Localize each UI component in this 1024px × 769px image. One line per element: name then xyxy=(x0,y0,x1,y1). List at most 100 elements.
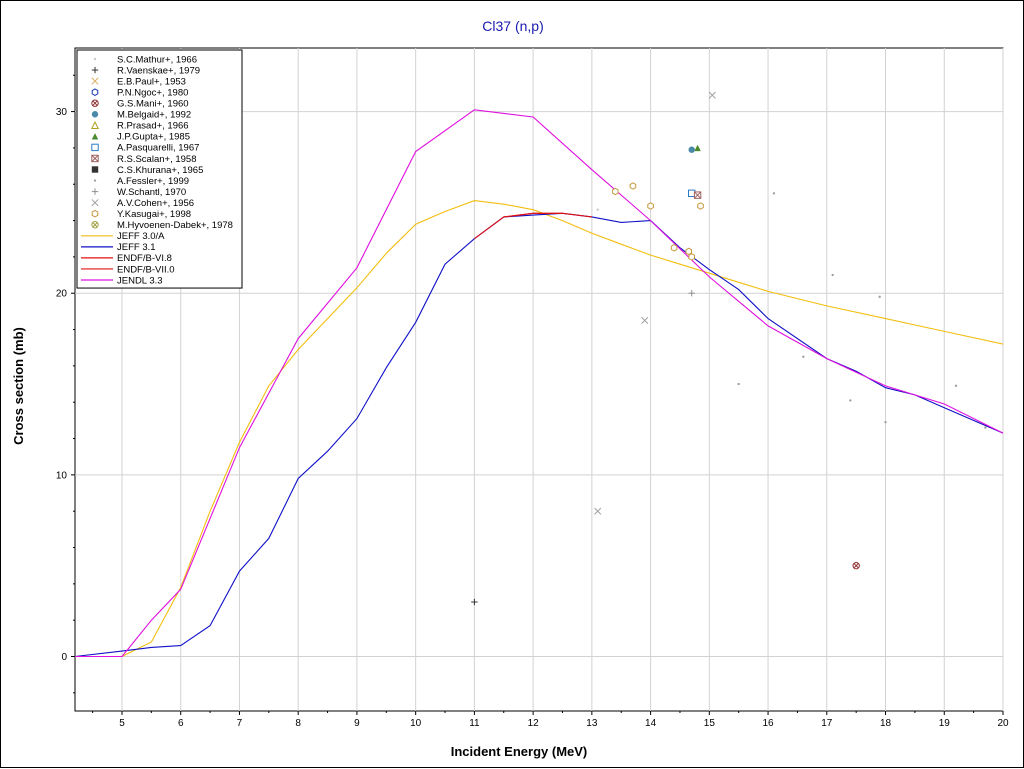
y-axis-label: Cross section (mb) xyxy=(11,327,26,445)
data-point xyxy=(629,182,637,190)
legend-marker xyxy=(91,133,99,140)
legend-label: J.P.Gupta+, 1985 xyxy=(117,132,190,143)
data-point xyxy=(596,208,599,211)
y-tick-label: 0 xyxy=(61,652,67,663)
legend-label: M.Belgaid+, 1992 xyxy=(117,110,191,121)
x-tick-label: 15 xyxy=(704,718,716,729)
x-tick-label: 16 xyxy=(763,718,775,729)
x-tick-label: 5 xyxy=(119,718,125,729)
legend-label: JENDL 3.3 xyxy=(117,275,163,286)
data-point-b xyxy=(708,91,716,99)
legend-label: P.N.Ngoc+, 1980 xyxy=(117,87,188,98)
legend-label: R.Vaenskae+, 1979 xyxy=(117,65,200,76)
y-tick-label: 20 xyxy=(56,289,68,300)
legend-label: G.S.Mani+, 1960 xyxy=(117,99,189,110)
legend-marker xyxy=(91,209,99,218)
x-tick-label: 8 xyxy=(295,718,301,729)
x-tick-label: 12 xyxy=(528,718,540,729)
x-tick-label: 20 xyxy=(997,718,1009,729)
y-tick-label: 10 xyxy=(56,470,68,481)
axis-ticks: 5 6 7 8 9 10 11 12 13 14 15 16 17 18 19 20 0 10 20 30 xyxy=(56,74,1009,729)
data-point xyxy=(688,253,695,261)
legend-label: A.Fessler+, 1999 xyxy=(117,176,189,187)
legend-label: R.S.Scalan+, 1958 xyxy=(117,154,196,165)
data-point xyxy=(641,316,649,325)
legend-marker xyxy=(93,179,97,182)
legend-marker xyxy=(91,99,99,107)
legend-label: M.Hyvoenen-Dabek+, 1978 xyxy=(117,220,233,231)
legend-marker-b xyxy=(91,199,99,207)
experimental-points xyxy=(471,91,987,606)
data-point xyxy=(594,507,602,515)
legend-label: E.B.Paul+, 1953 xyxy=(117,76,186,87)
data-point xyxy=(772,192,776,195)
data-point xyxy=(685,247,692,256)
data-point-b xyxy=(641,316,649,325)
data-point xyxy=(737,382,740,386)
data-point xyxy=(670,244,678,252)
x-tick-label: 11 xyxy=(469,718,480,729)
x-tick-label: 19 xyxy=(939,718,951,729)
legend-label: Y.Kasugai+, 1998 xyxy=(117,209,191,220)
legend-marker xyxy=(91,221,99,229)
legend-label: A.V.Cohen+, 1956 xyxy=(117,198,194,209)
legend-marker-b xyxy=(92,100,98,106)
legend-marker xyxy=(91,199,99,207)
legend-label: ENDF/B-VI.8 xyxy=(117,253,172,264)
legend-label: C.S.Khurana+, 1965 xyxy=(117,165,203,176)
legend-marker xyxy=(91,166,99,173)
legend-label: S.C.Mathur+, 1966 xyxy=(117,54,197,65)
data-point-b xyxy=(594,507,602,515)
data-point xyxy=(647,202,654,210)
legend-label: JEFF 3.0/A xyxy=(117,231,165,242)
data-point xyxy=(612,187,619,196)
data-point xyxy=(984,426,987,429)
data-point xyxy=(884,420,887,424)
data-point-b xyxy=(853,563,859,569)
legend-marker xyxy=(91,154,99,163)
legend-marker-b xyxy=(91,154,99,163)
legend-label: JEFF 3.1 xyxy=(117,242,156,253)
x-tick-label: 9 xyxy=(354,718,360,729)
x-tick-label: 13 xyxy=(586,718,598,729)
data-point xyxy=(471,598,478,606)
x-axis-label: Incident Energy (MeV) xyxy=(451,744,588,759)
x-tick-label: 6 xyxy=(178,718,184,729)
legend-marker xyxy=(91,143,99,152)
legend-box xyxy=(76,49,243,289)
data-point xyxy=(694,144,701,152)
legend-label: A.Pasquarelli, 1967 xyxy=(117,143,199,154)
data-point xyxy=(697,202,704,210)
data-point xyxy=(954,384,958,388)
legend-marker xyxy=(91,77,99,85)
data-point xyxy=(852,561,860,570)
legend-marker xyxy=(91,188,99,195)
x-tick-label: 17 xyxy=(821,718,833,729)
legend-label: ENDF/B-VII.0 xyxy=(117,264,175,275)
data-point xyxy=(849,399,852,402)
legend-marker xyxy=(90,120,100,129)
legend-label: R.Prasad+, 1966 xyxy=(117,121,189,132)
x-tick-label: 10 xyxy=(410,718,422,729)
curve-jendl-3-3 xyxy=(75,109,1003,658)
x-tick-label: 14 xyxy=(645,718,657,729)
data-point xyxy=(802,355,805,358)
data-point xyxy=(708,91,716,99)
legend-marker-b xyxy=(91,77,99,85)
y-tick-label: 30 xyxy=(56,107,68,118)
x-tick-label: 18 xyxy=(880,718,892,729)
legend-label: W.Schantl, 1970 xyxy=(117,187,186,198)
chart-title: Cl37 (n,p) xyxy=(482,18,543,34)
data-point xyxy=(693,191,702,199)
legend-marker xyxy=(91,88,99,96)
data-point xyxy=(878,295,881,299)
data-point xyxy=(688,290,695,297)
data-point xyxy=(831,273,834,277)
legend-marker-b xyxy=(92,222,98,228)
curve-jeff-3-0-a xyxy=(75,200,1003,658)
curve-endf-b-vii-0 xyxy=(474,212,563,240)
evaluated-curves xyxy=(75,109,1003,658)
